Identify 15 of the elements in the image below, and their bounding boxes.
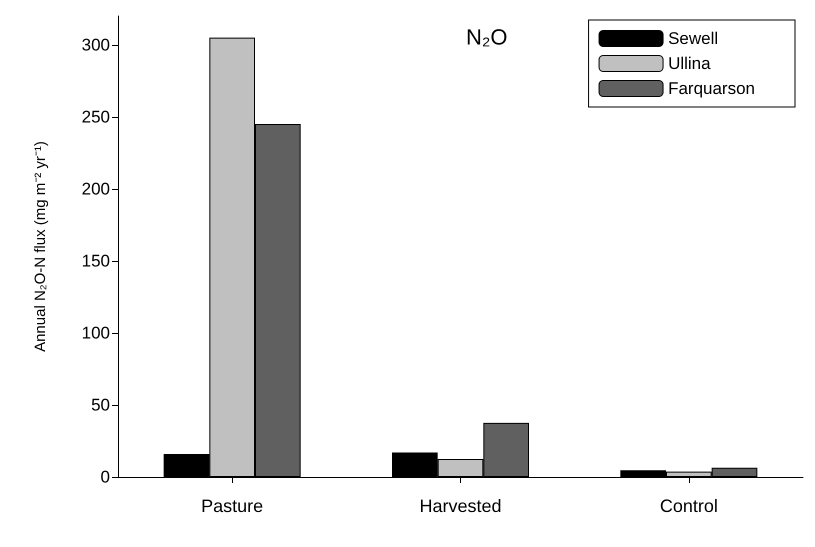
legend-label: Farquarson [668, 79, 756, 98]
y-tick-label: 150 [82, 251, 110, 270]
y-tick-label: 300 [82, 35, 110, 54]
x-tick-label: Harvested [419, 496, 502, 516]
x-tick-label: Control [660, 496, 718, 516]
y-axis-title: Annual N₂O-N flux (mg m⁻² yr⁻¹) [32, 141, 49, 352]
y-tick-label: 100 [82, 323, 110, 342]
x-tick-label: Pasture [201, 496, 264, 516]
annotation: N₂O [466, 24, 508, 50]
legend-label: Sewell [668, 29, 718, 48]
y-tick-label: 50 [91, 395, 110, 414]
legend-label: Ullina [668, 54, 712, 73]
y-tick-label: 0 [100, 468, 110, 486]
y-tick-label: 250 [82, 107, 110, 126]
y-tick-label: 200 [82, 179, 110, 198]
